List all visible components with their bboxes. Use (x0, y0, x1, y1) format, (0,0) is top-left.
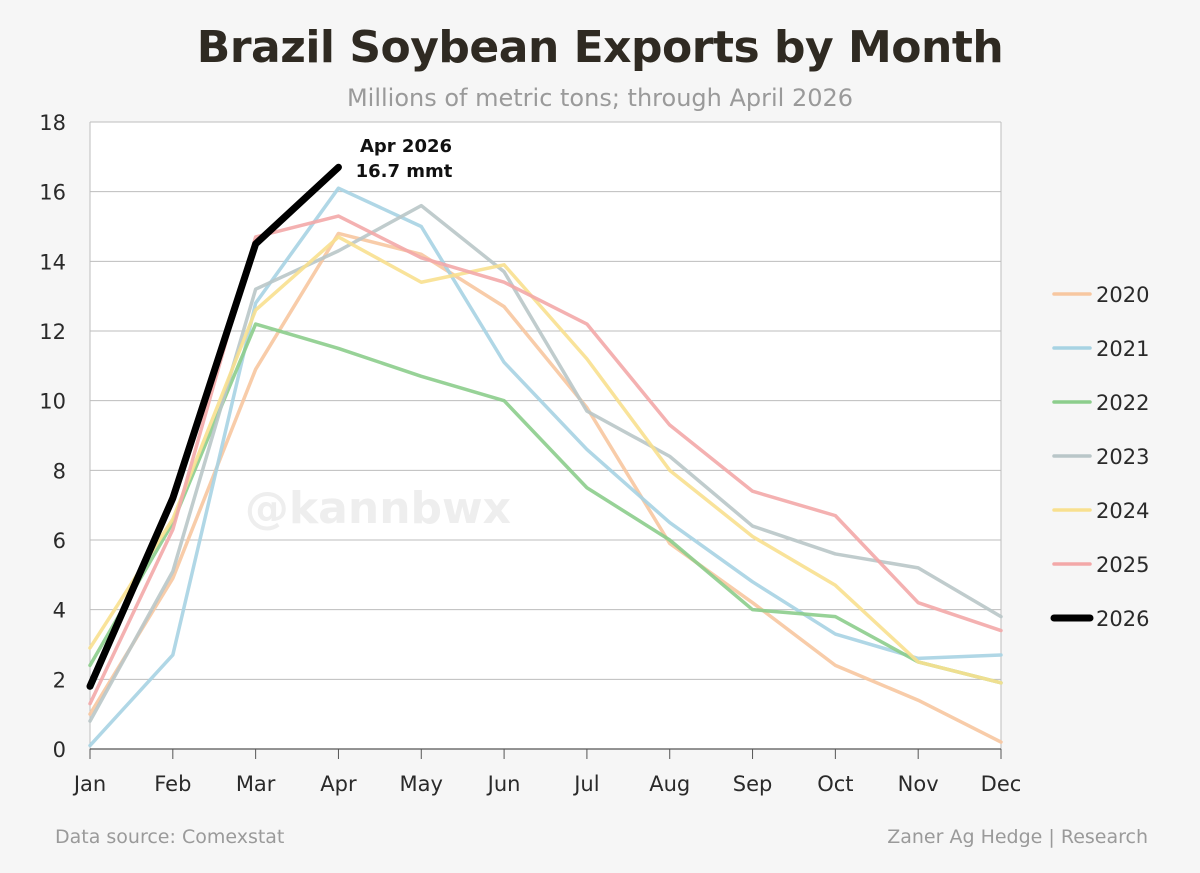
legend: 2020 2021 2022 2023 2024 2025 2026 (1050, 283, 1149, 631)
series-line-2020 (88, 231, 1003, 744)
x-tick-label: Dec (981, 772, 1022, 796)
legend-label-2026: 2026 (1096, 607, 1149, 631)
legend-label-2024: 2024 (1096, 499, 1149, 523)
y-tick-label: 18 (39, 111, 66, 135)
y-tick-label: 6 (53, 529, 66, 553)
series-line-2021 (88, 186, 1003, 748)
series-line-2023 (88, 203, 1003, 723)
x-tick-label: Oct (817, 772, 853, 796)
axes: 0 2 4 6 8 10 12 14 16 18 Jan Feb Mar Apr May Jun Jul Aug S… (39, 111, 1021, 796)
x-tick-label: Jun (486, 772, 521, 796)
y-tick-label: 0 (53, 738, 66, 762)
y-tick-label: 4 (53, 599, 66, 623)
x-tick-label: May (400, 772, 443, 796)
x-tick-label: Jan (72, 772, 106, 796)
y-tick-label: 10 (39, 390, 66, 414)
x-tick-label: Nov (898, 772, 939, 796)
annotation: Apr 2026 16.7 mmt (356, 136, 453, 182)
legend-label-2020: 2020 (1096, 283, 1149, 307)
y-tick-label: 14 (39, 250, 66, 274)
x-tick-label: Feb (154, 772, 191, 796)
x-tick-label: Jul (572, 772, 599, 796)
legend-label-2023: 2023 (1096, 445, 1149, 469)
legend-label-2022: 2022 (1096, 391, 1149, 415)
series-line-2026 (86, 163, 342, 690)
series-line-2022 (88, 322, 1003, 685)
x-tick-label: Mar (236, 772, 276, 796)
series-line-2024 (88, 235, 1003, 685)
plot-area (90, 122, 1001, 749)
legend-label-2021: 2021 (1096, 337, 1149, 361)
y-tick-label: 8 (53, 459, 66, 483)
y-tick-label: 16 (39, 181, 66, 205)
legend-label-2025: 2025 (1096, 553, 1149, 577)
credit: Zaner Ag Hedge | Research (887, 826, 1148, 848)
chart-subtitle: Millions of metric tons; through April 2… (346, 84, 854, 112)
annotation-line1: Apr 2026 (360, 136, 452, 157)
y-tick-label: 12 (39, 320, 66, 344)
x-tick-label: Aug (649, 772, 690, 796)
chart-title: Brazil Soybean Exports by Month (196, 22, 1004, 73)
series-lines (86, 163, 1003, 748)
data-source: Data source: Comexstat (55, 826, 285, 848)
annotation-line2: 16.7 mmt (356, 161, 453, 182)
x-tick-label: Sep (733, 772, 773, 796)
watermark: @kannbwx (245, 483, 511, 534)
y-tick-label: 2 (53, 668, 66, 692)
x-tick-label: Apr (320, 772, 357, 796)
